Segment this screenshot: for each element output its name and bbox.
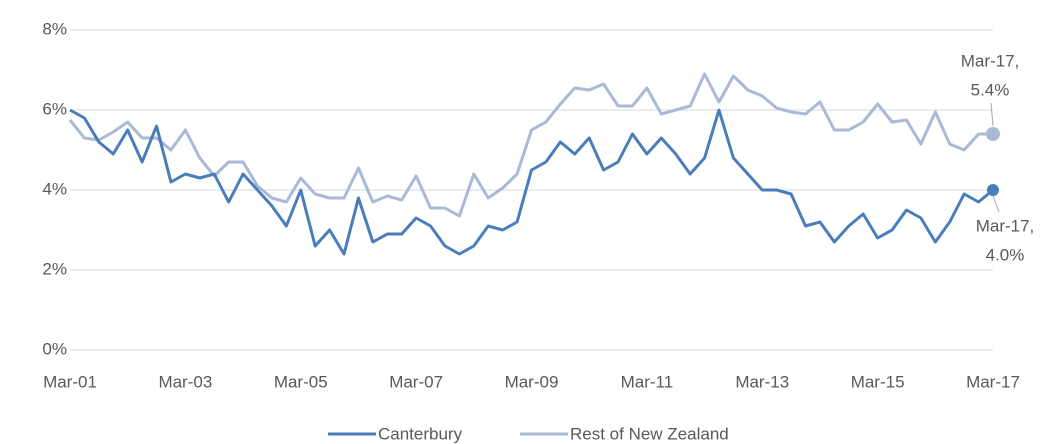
y-tick-label: 0% [42,339,67,358]
x-tick-label: Mar-15 [851,372,905,391]
x-tick-label: Mar-09 [505,372,559,391]
annotation: Mar-17, [961,51,1020,70]
annotation: 5.4% [971,80,1010,99]
x-tick-label: Mar-03 [158,372,212,391]
x-tick-label: Mar-13 [735,372,789,391]
series-line [69,108,994,256]
x-tick-label: Mar-05 [274,372,328,391]
x-tick-label: Mar-17 [966,372,1020,391]
y-tick-label: 6% [42,99,67,118]
y-tick-label: 8% [42,19,67,38]
end-marker [986,127,1000,141]
annotation: 4.0% [986,245,1025,264]
x-tick-label: Mar-01 [43,372,97,391]
legend-label: Canterbury [378,424,463,443]
leader-line [992,195,1000,213]
y-tick-label: 2% [42,259,67,278]
legend-label: Rest of New Zealand [570,424,729,443]
x-tick-label: Mar-07 [389,372,443,391]
leader-line [990,102,994,127]
x-tick-label: Mar-11 [621,372,674,391]
y-tick-label: 4% [42,179,67,198]
annotation: Mar-17, [976,216,1035,235]
series-line [68,72,993,218]
end-marker [987,184,999,196]
